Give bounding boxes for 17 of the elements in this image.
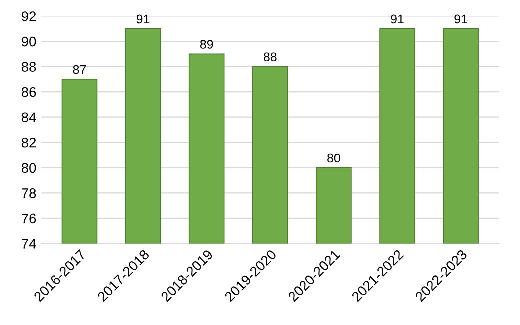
y-tick-label: 92 — [22, 12, 36, 22]
data-label: 80 — [328, 154, 340, 163]
data-label: 87 — [73, 65, 86, 74]
y-tick-label: 86 — [22, 87, 36, 98]
data-label: 91 — [391, 14, 404, 24]
data-label: 91 — [454, 14, 468, 24]
y-tick-label: 82 — [22, 138, 36, 148]
data-label: 89 — [200, 40, 214, 49]
data-label: 88 — [264, 52, 277, 62]
data-label: 91 — [136, 14, 150, 24]
y-tick-label: 76 — [22, 214, 36, 224]
y-tick-label: 90 — [22, 36, 36, 47]
y-tick-label: 78 — [22, 188, 36, 198]
y-tick-label: 80 — [22, 163, 36, 174]
y-tick-label: 74 — [22, 239, 36, 249]
y-tick-label: 84 — [22, 112, 36, 123]
y-tick-label: 88 — [22, 62, 36, 72]
